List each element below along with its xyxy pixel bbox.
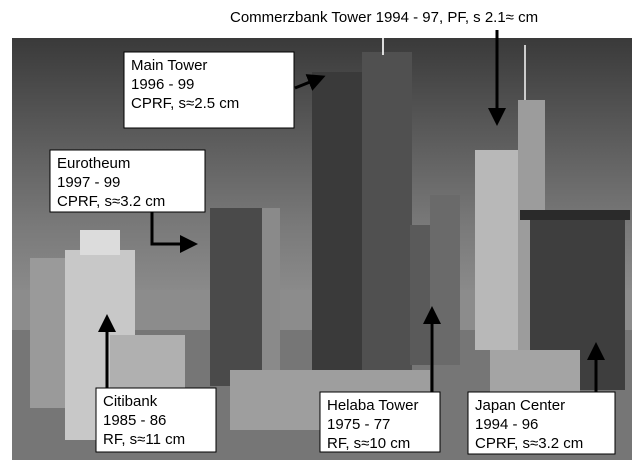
box xyxy=(319,391,441,453)
box xyxy=(49,149,206,213)
label-years: 1996 - 99 xyxy=(131,76,194,93)
box xyxy=(123,51,295,129)
label-detail: CPRF, s≈3.2 cm xyxy=(57,193,165,210)
label-box: Eurotheum 1997 - 99 CPRF, s≈3.2 cm xyxy=(49,149,206,213)
label-box: Citibank 1985 - 86 RF, s≈11 cm xyxy=(95,387,217,453)
label-name: Helaba Tower xyxy=(327,397,418,414)
arrow xyxy=(294,74,326,91)
arrows xyxy=(98,30,605,392)
label-name: Main Tower xyxy=(131,57,207,74)
photo xyxy=(12,38,632,460)
label-years: 1997 - 99 xyxy=(57,174,120,191)
arrow xyxy=(150,212,198,253)
label-detail: RF, s≈10 cm xyxy=(327,435,410,452)
label-box: Japan Center 1994 - 96 CPRF, s≈3.2 cm xyxy=(467,391,616,455)
label-detail: CPRF, s≈2.5 cm xyxy=(131,95,239,112)
label-detail: RF, s≈11 cm xyxy=(103,431,185,448)
labels: Main Tower 1996 - 99 CPRF, s≈2.5 cm Eurothe… xyxy=(49,51,616,455)
label-years: 1994 - 96 xyxy=(475,416,538,433)
box xyxy=(467,391,616,455)
label-box: Main Tower 1996 - 99 CPRF, s≈2.5 cm xyxy=(123,51,295,129)
box xyxy=(95,387,217,453)
label-years: 1975 - 77 xyxy=(327,416,390,433)
label-name: Eurotheum xyxy=(57,155,130,172)
label-years: 1985 - 86 xyxy=(103,412,166,429)
label-detail: CPRF, s≈3.2 cm xyxy=(475,435,583,452)
label-name: Citibank xyxy=(103,393,158,410)
label-name: Japan Center xyxy=(475,397,565,414)
title: Commerzbank Tower 1994 - 97, PF, s 2.1≈ … xyxy=(230,9,538,26)
label-box: Helaba Tower 1975 - 77 RF, s≈10 cm xyxy=(319,391,441,453)
